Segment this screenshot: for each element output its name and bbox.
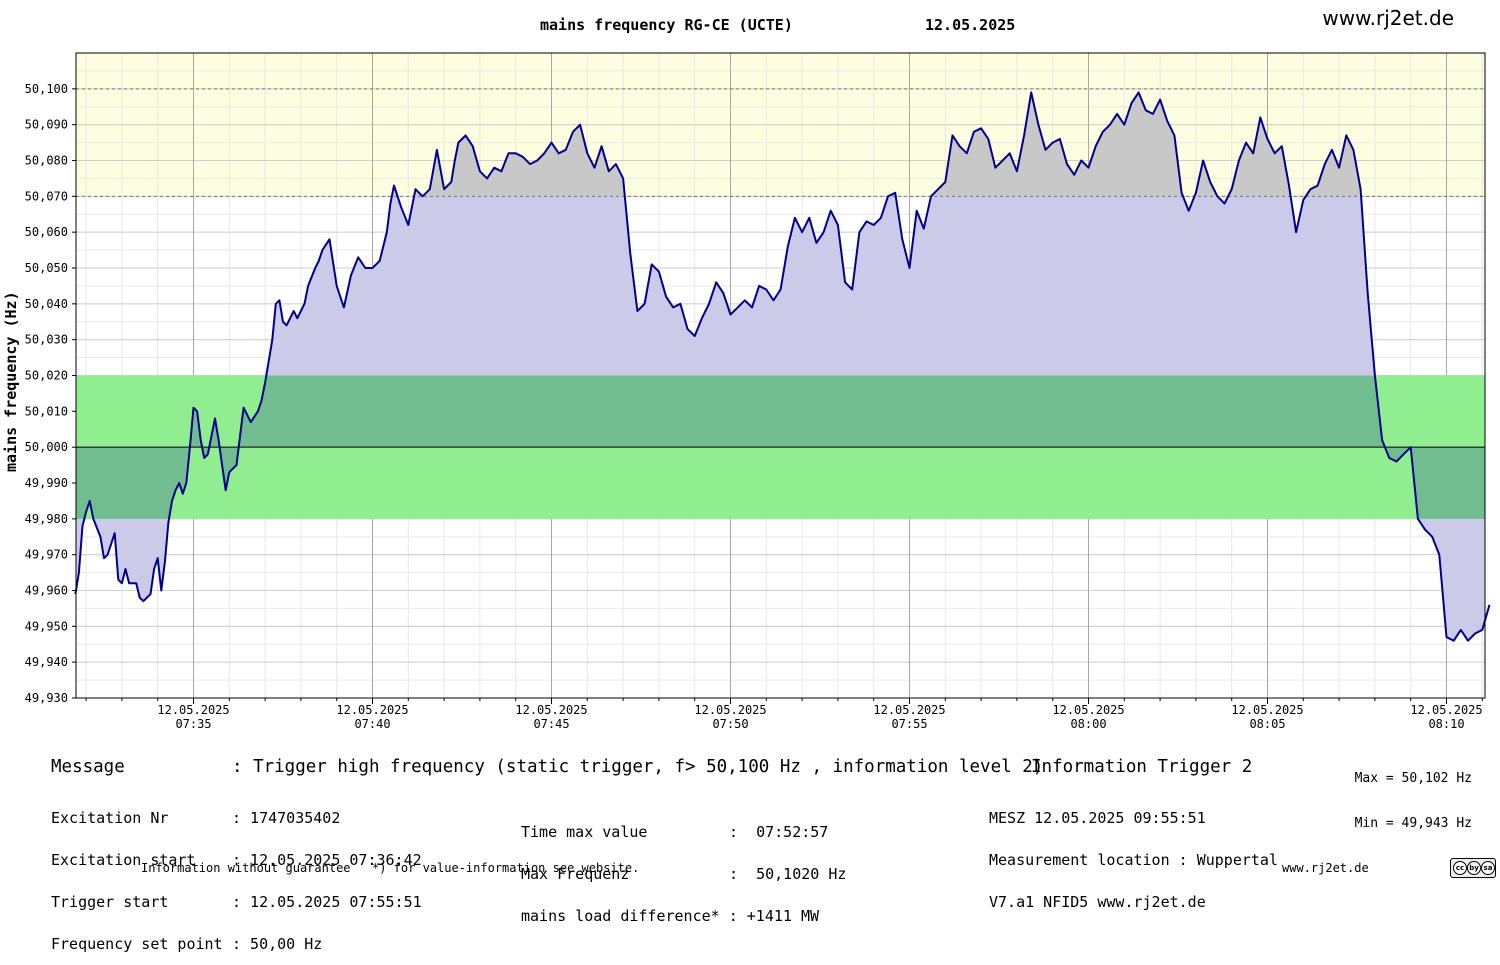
site-link[interactable]: www.rj2et.de xyxy=(1322,6,1454,30)
info-right: MESZ 12.05.2025 09:55:51 Measurement loc… xyxy=(989,783,1278,923)
info-row: Max Frequenz: 50,1020 Hz xyxy=(521,865,847,883)
y-axis-label: mains frequency (Hz) xyxy=(2,291,20,472)
y-tick-label: 49,980 xyxy=(25,512,68,526)
frequency-chart: 49,930 49,940 49,950 49,960 49,970 49,980 49,9… xyxy=(25,52,1491,731)
info-row: mains load difference* : +1411 MW xyxy=(521,907,820,925)
x-tick-time: 08:10 xyxy=(1428,717,1464,731)
x-tick-time: 07:55 xyxy=(891,717,927,731)
y-tick-label: 50,100 xyxy=(25,82,68,96)
x-tick-time: 08:00 xyxy=(1070,717,1106,731)
x-tick-time: 08:05 xyxy=(1249,717,1285,731)
x-tick-time: 07:35 xyxy=(175,717,211,731)
trigger-name: Information Trigger 2 xyxy=(1031,757,1253,777)
x-tick-date: 12.05.2025 xyxy=(694,703,766,717)
x-tick-time: 07:45 xyxy=(533,717,569,731)
y-tick-label: 50,050 xyxy=(25,261,68,275)
x-tick-date: 12.05.2025 xyxy=(1410,703,1482,717)
x-tick-time: 07:40 xyxy=(354,717,390,731)
y-tick-label: 49,930 xyxy=(25,691,68,705)
y-tick-label: 50,060 xyxy=(25,225,68,239)
y-tick-label: 49,940 xyxy=(25,655,68,669)
y-tick-label: 50,030 xyxy=(25,333,68,347)
cc-license-icon[interactable]: cc by sa xyxy=(1450,858,1496,878)
info-row: Time max value: 07:52:57 xyxy=(521,823,829,841)
x-tick-date: 12.05.2025 xyxy=(1052,703,1124,717)
stats-box: Max = 50,102 Hz Min = 49,943 Hz xyxy=(1355,741,1472,846)
frequency-line xyxy=(74,91,1491,642)
footnote: *) for value-information see website. xyxy=(372,861,640,875)
info-row: Trigger start: 12.05.2025 07:55:51 xyxy=(51,893,422,911)
x-tick-date: 12.05.2025 xyxy=(873,703,945,717)
x-tick-date: 12.05.2025 xyxy=(515,703,587,717)
x-tick-time: 07:50 xyxy=(712,717,748,731)
y-tick-label: 50,080 xyxy=(25,154,68,168)
info-row: Frequency set point: 50,00 Hz xyxy=(51,935,323,953)
chart-date: 12.05.2025 xyxy=(925,16,1016,34)
area-fill-above-level xyxy=(391,92,1362,197)
max-value: Max = 50,102 Hz xyxy=(1354,771,1472,786)
info-row: Excitation Nr: 1747035402 xyxy=(51,809,341,827)
message-label: Message xyxy=(51,757,125,777)
x-tick-date: 12.05.2025 xyxy=(336,703,408,717)
version-info: V7.a1 NFID5 www.rj2et.de xyxy=(989,893,1206,911)
y-tick-label: 49,950 xyxy=(25,619,68,633)
y-tick-label: 50,020 xyxy=(25,369,68,383)
measurement-time: MESZ 12.05.2025 09:55:51 xyxy=(989,809,1206,827)
disclaimer: Information without guarantee xyxy=(141,861,351,875)
y-tick-label: 49,970 xyxy=(25,548,68,562)
y-tick-label: 50,010 xyxy=(25,404,68,418)
y-tick-label: 50,070 xyxy=(25,189,68,203)
y-tick-label: 50,000 xyxy=(25,440,68,454)
footer-site-link[interactable]: www.rj2et.de xyxy=(1282,861,1369,875)
y-tick-label: 50,040 xyxy=(25,297,68,311)
x-tick-date: 12.05.2025 xyxy=(1231,703,1303,717)
y-tick-label: 50,090 xyxy=(25,118,68,132)
chart-title: mains frequency RG-CE (UCTE) xyxy=(540,16,793,34)
y-tick-label: 49,990 xyxy=(25,476,68,490)
measurement-location: Measurement location : Wuppertal xyxy=(989,851,1278,869)
min-value: Min = 49,943 Hz xyxy=(1354,816,1472,831)
message-text: : Trigger high frequency (static trigger… xyxy=(232,757,1044,777)
x-tick-date: 12.05.2025 xyxy=(157,703,229,717)
info-row: Excitation start: 12.05.2025 07:36:42 xyxy=(51,851,422,869)
y-tick-label: 49,960 xyxy=(25,584,68,598)
